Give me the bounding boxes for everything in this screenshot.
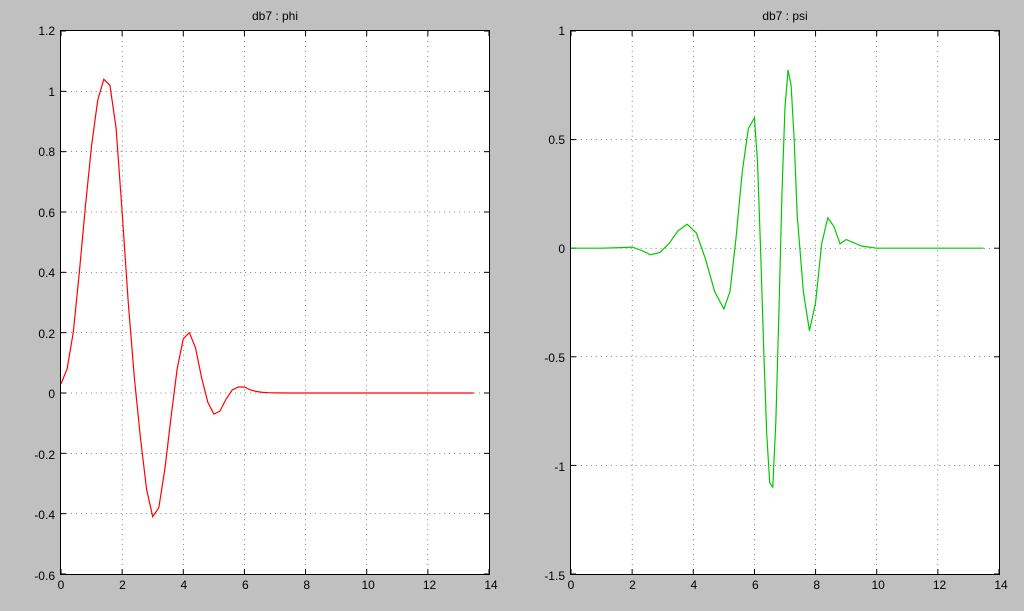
psi-series-line (571, 70, 984, 487)
x-tick-label: 8 (303, 574, 310, 592)
x-tick-label: 14 (484, 574, 497, 592)
y-tick-label: -0.2 (34, 448, 61, 462)
x-tick-label: 8 (813, 574, 820, 592)
phi-plot-panel: db7 : phi 02468101214-0.6-0.4-0.200.20.4… (60, 30, 490, 575)
y-tick-label: 0.6 (38, 206, 61, 220)
y-tick-label: 0 (558, 242, 571, 256)
phi-plot-title: db7 : phi (61, 9, 489, 23)
psi-plot-panel: db7 : psi 02468101214-1.5-1-0.500.51 (570, 30, 1000, 575)
y-tick-label: 1.2 (38, 24, 61, 38)
y-tick-label: -1.5 (544, 569, 571, 583)
x-tick-label: 4 (691, 574, 698, 592)
y-tick-label: 0.4 (38, 266, 61, 280)
x-tick-label: 10 (361, 574, 374, 592)
x-tick-label: 6 (752, 574, 759, 592)
y-tick-label: 1 (48, 85, 61, 99)
x-tick-label: 2 (629, 574, 636, 592)
y-tick-label: -0.5 (544, 351, 571, 365)
psi-plot-svg (571, 31, 999, 574)
x-tick-label: 12 (933, 574, 946, 592)
x-tick-label: 12 (423, 574, 436, 592)
x-tick-label: 2 (119, 574, 126, 592)
x-tick-label: 4 (181, 574, 188, 592)
phi-plot-svg (61, 31, 489, 574)
y-tick-label: 1 (558, 24, 571, 38)
figure: db7 : phi 02468101214-0.6-0.4-0.200.20.4… (0, 0, 1024, 611)
y-tick-label: 0.2 (38, 327, 61, 341)
x-tick-label: 14 (994, 574, 1007, 592)
y-tick-label: -0.4 (34, 508, 61, 522)
y-tick-label: -0.6 (34, 569, 61, 583)
psi-plot-title: db7 : psi (571, 9, 999, 23)
y-tick-label: 0 (48, 387, 61, 401)
y-tick-label: 0.5 (548, 133, 571, 147)
y-tick-label: 0.8 (38, 145, 61, 159)
x-tick-label: 6 (242, 574, 249, 592)
y-tick-label: -1 (554, 460, 571, 474)
phi-series-line (61, 79, 474, 516)
x-tick-label: 10 (871, 574, 884, 592)
